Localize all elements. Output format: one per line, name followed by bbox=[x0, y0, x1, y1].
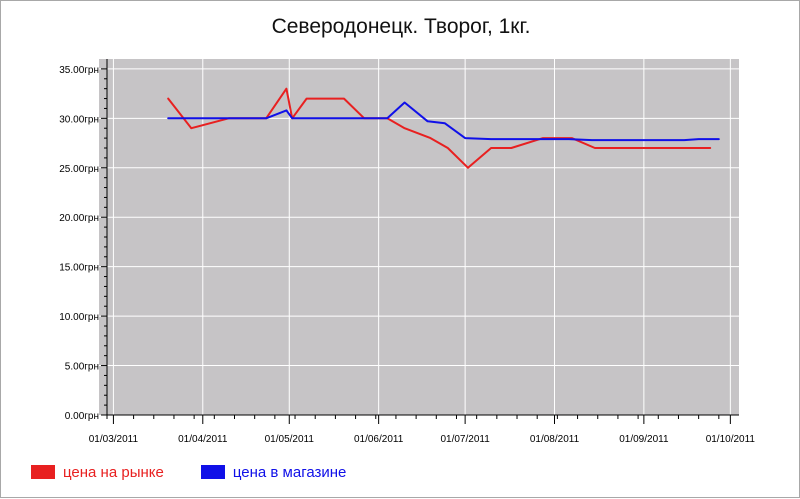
x-tick-label: 01/05/2011 bbox=[265, 434, 315, 445]
legend-item-store: цена в магазине bbox=[200, 463, 347, 481]
x-tick-label: 01/08/2011 bbox=[530, 434, 580, 445]
x-tick-label: 01/03/2011 bbox=[89, 434, 139, 445]
legend-item-market: цена на рынке bbox=[31, 464, 164, 481]
y-tick-label: 25.00грн bbox=[59, 164, 99, 175]
y-tick-label: 0.00грн bbox=[65, 411, 99, 422]
chart-legend: цена на рынке цена в магазине bbox=[31, 461, 383, 483]
chart-title: Северодонецк. Творог, 1кг. bbox=[271, 15, 531, 38]
x-tick-label: 01/06/2011 bbox=[354, 434, 404, 445]
legend-swatch-store bbox=[200, 465, 225, 479]
plot-area bbox=[99, 59, 739, 415]
x-tick-label: 01/04/2011 bbox=[178, 434, 228, 445]
x-tick-label: 01/10/2011 bbox=[706, 434, 756, 445]
y-tick-label: 30.00грн bbox=[59, 114, 99, 125]
y-tick-label: 35.00грн bbox=[59, 65, 99, 76]
y-tick-label: 15.00грн bbox=[59, 263, 99, 274]
series-line-1 bbox=[167, 101, 720, 142]
x-tick-label: 01/09/2011 bbox=[619, 434, 669, 445]
y-tick-label: 10.00грн bbox=[59, 312, 99, 323]
x-tick-label: 01/07/2011 bbox=[440, 434, 490, 445]
legend-label-market: цена на рынке bbox=[63, 463, 164, 481]
y-tick-label: 20.00грн bbox=[59, 213, 99, 224]
legend-label-store: цена в магазине bbox=[232, 463, 347, 481]
legend-swatch-market bbox=[31, 465, 55, 479]
y-tick-label: 5.00грн bbox=[65, 362, 99, 373]
